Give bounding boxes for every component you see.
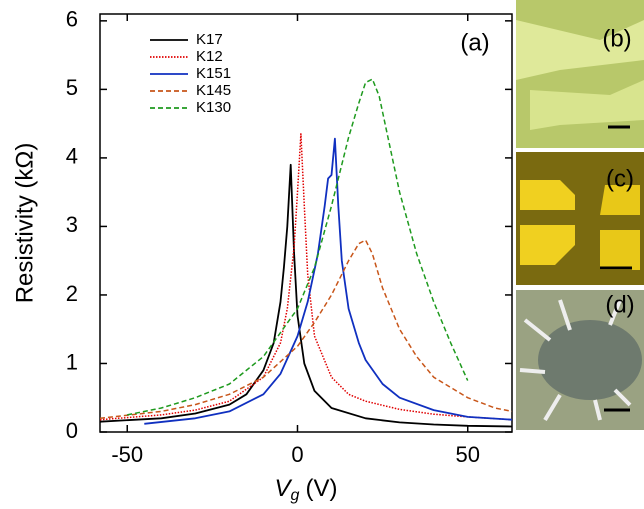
x-label-unit: (V) (305, 475, 337, 502)
legend-label: K130 (196, 99, 231, 116)
series-line (127, 78, 469, 416)
series-line (100, 239, 512, 420)
legend-label: K12 (196, 48, 223, 65)
plot-frame (99, 13, 513, 433)
x-tick-label: -50 (111, 442, 143, 467)
series-line (100, 163, 512, 428)
y-tick-label: 1 (66, 349, 78, 374)
panel-label: (c) (606, 165, 634, 192)
y-tick-label: 6 (66, 7, 78, 32)
legend-label: K17 (196, 31, 223, 48)
legend-label: K145 (196, 82, 231, 99)
legend-label: K151 (196, 65, 231, 82)
photo-d (516, 290, 644, 430)
annotation: (a) (460, 29, 489, 56)
y-tick-label: 4 (66, 144, 78, 169)
panel-label: (d) (605, 291, 634, 318)
x-tick-label: 50 (455, 442, 479, 467)
plot-marks (100, 78, 512, 428)
y-tick-label: 3 (66, 212, 78, 237)
photo-b (516, 0, 644, 148)
series-line (144, 137, 512, 425)
x-tick-label: 0 (291, 442, 303, 467)
y-tick-label: 5 (66, 75, 78, 100)
x-label-sub: g (291, 487, 300, 504)
panel-label: (b) (602, 25, 631, 52)
x-axis-label: Vg (V) (275, 475, 338, 504)
x-label-main: V (275, 475, 293, 502)
y-tick-label: 2 (66, 281, 78, 306)
y-tick-label: 0 (66, 418, 78, 443)
series-line (100, 133, 512, 421)
y-axis-label: Resistivity (kΩ) (11, 143, 38, 304)
photo-c (516, 152, 644, 285)
